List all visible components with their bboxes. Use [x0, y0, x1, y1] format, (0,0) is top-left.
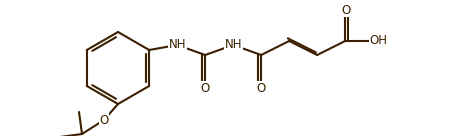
- Text: NH: NH: [169, 38, 186, 52]
- Text: O: O: [201, 81, 210, 95]
- Text: O: O: [99, 114, 109, 126]
- Text: OH: OH: [369, 35, 387, 47]
- Text: O: O: [341, 4, 351, 16]
- Text: NH: NH: [224, 38, 242, 52]
- Text: O: O: [257, 81, 266, 95]
